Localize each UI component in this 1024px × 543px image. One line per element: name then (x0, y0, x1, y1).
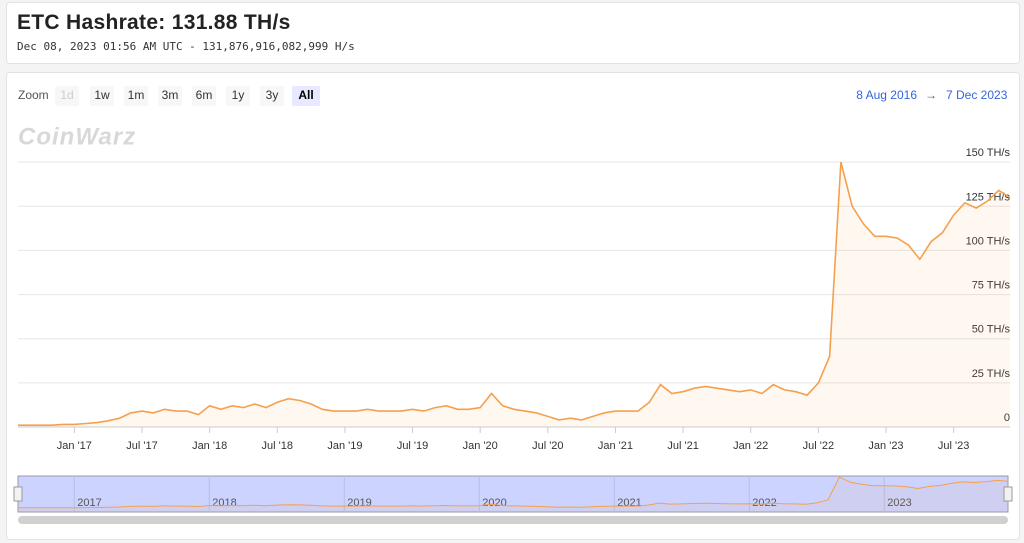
x-tick-label: Jul '20 (532, 440, 563, 452)
x-tick-label: Jan '20 (463, 440, 498, 452)
zoom-button-label[interactable]: 3m (162, 88, 179, 102)
zoom-button[interactable] (158, 86, 182, 106)
navigator-handle[interactable] (13, 486, 23, 502)
chart-card (6, 72, 1020, 540)
navigator-tick-label: 2017 (77, 497, 101, 509)
zoom-button-label[interactable]: 1d (60, 88, 73, 102)
navigator-line (18, 476, 1009, 509)
zoom-button-label[interactable]: 1w (94, 88, 110, 102)
zoom-button[interactable] (90, 86, 114, 106)
zoom-button-label[interactable]: 6m (196, 88, 213, 102)
x-tick-label: Jul '17 (126, 440, 157, 452)
x-tick-label: Jul '18 (262, 440, 293, 452)
y-tick-label: 75 TH/s (972, 280, 1011, 292)
navigator-tick-label: 2023 (887, 497, 911, 509)
series-line (18, 161, 1011, 426)
series-area (18, 162, 1010, 427)
range-from[interactable]: 8 Aug 2016 (856, 88, 917, 102)
watermark: CoinWarz (18, 123, 136, 150)
y-tick-label: 25 TH/s (972, 368, 1011, 380)
x-tick-label: Jan '18 (192, 440, 227, 452)
y-tick-label: 150 TH/s (966, 147, 1011, 159)
x-tick-label: Jul '21 (667, 440, 698, 452)
x-tick-label: Jan '17 (57, 440, 92, 452)
zoom-button[interactable] (55, 86, 79, 106)
zoom-button[interactable] (124, 86, 148, 106)
zoom-button[interactable] (260, 86, 284, 106)
zoom-button[interactable] (226, 86, 250, 106)
zoom-button-label[interactable]: 1y (232, 88, 245, 102)
zoom-button-label[interactable]: 3y (266, 88, 279, 102)
x-tick-label: Jan '23 (868, 440, 903, 452)
y-tick-label: 100 TH/s (966, 235, 1011, 247)
navigator-handle[interactable] (1003, 486, 1013, 502)
range-arrow: → (925, 88, 937, 102)
zoom-button[interactable] (192, 86, 216, 106)
zoom-button-label[interactable]: 1m (128, 88, 145, 102)
header: ETC Hashrate: 131.88 TH/s Dec 08, 2023 0… (6, 2, 1020, 64)
zoom-button[interactable] (292, 86, 320, 106)
scrollbar[interactable] (18, 516, 1008, 524)
x-tick-label: Jan '19 (327, 440, 362, 452)
navigator-tick-label: 2020 (482, 497, 506, 509)
x-tick-label: Jan '22 (733, 440, 768, 452)
navigator-tick-label: 2022 (752, 497, 776, 509)
y-tick-label: 0 (1004, 412, 1010, 424)
x-tick-label: Jan '21 (598, 440, 633, 452)
zoom-button-label[interactable]: All (298, 88, 313, 102)
y-tick-label: 50 TH/s (972, 324, 1011, 336)
range-to[interactable]: 7 Dec 2023 (946, 88, 1008, 102)
x-tick-label: Jul '22 (803, 440, 834, 452)
zoom-label: Zoom (18, 88, 49, 102)
y-tick-label: 125 TH/s (966, 191, 1011, 203)
subtitle: Dec 08, 2023 01:56 AM UTC - 131,876,916,… (17, 40, 355, 53)
title: ETC Hashrate: 131.88 TH/s (17, 11, 291, 34)
navigator-area (18, 477, 1008, 512)
x-tick-label: Jul '23 (938, 440, 969, 452)
x-tick-label: Jul '19 (397, 440, 428, 452)
